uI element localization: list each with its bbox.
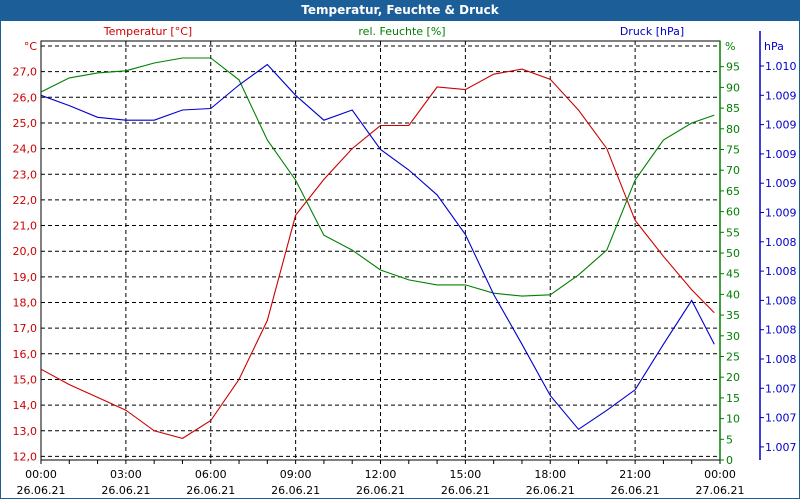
right-axis-tick-label: 70 [726,164,740,177]
x-tick-date-label: 26.06.21 [611,484,660,497]
right-axis-tick-label: 35 [726,309,740,322]
x-tick-time-label: 03:00 [110,468,142,481]
right-axis-tick-label: 20 [726,371,740,384]
pressure-axis-tick-label: 1.008 [765,353,797,366]
left-axis-tick-label: 25,0 [13,117,38,130]
left-axis-tick-label: 19,0 [13,271,38,284]
plot-area [40,40,721,461]
right-axis-tick-label: 75 [726,144,740,157]
left-axis-tick-label: 15,0 [13,373,38,386]
x-tick-time-label: 21:00 [619,468,651,481]
pressure-axis-tick-label: 1.008 [765,294,797,307]
right-axis-tick-label: 30 [726,330,740,343]
left-axis-tick-label: 21,0 [13,220,38,233]
humidity-line [40,57,715,297]
pressure-axis-tick-label: 1.009 [765,119,797,132]
right-axis-unit: % [725,40,735,53]
right-axis-tick-label: 60 [726,206,740,219]
right-axis-tick-label: 45 [726,268,740,281]
left-axis-tick-label: 24,0 [13,143,38,156]
x-tick-date-label: 26.06.21 [186,484,235,497]
right-axis-tick-label: 65 [726,185,740,198]
right-axis-tick-label: 40 [726,288,740,301]
x-tick-time-label: 06:00 [195,468,227,481]
right-axis-tick-label: 25 [726,351,740,364]
x-tick-date-label: 26.06.21 [356,484,405,497]
legend-pressure: Druck [hPa] [620,25,684,38]
right-axis-tick-label: 90 [726,81,740,94]
pressure-axis-tick-label: 1.010 [765,60,797,73]
x-tick-date-label: 26.06.21 [101,484,150,497]
right-axis-tick-label: 10 [726,413,740,426]
x-tick-time-label: 18:00 [534,468,566,481]
temperature-line [40,68,715,439]
pressure-axis-tick-label: 1.009 [765,177,797,190]
x-tick-time-label: 12:00 [365,468,397,481]
pressure-axis-unit: hPa [764,40,784,53]
left-axis-tick-label: 22,0 [13,194,38,207]
left-axis-tick-label: 20,0 [13,245,38,258]
left-axis-tick-label: 23,0 [13,168,38,181]
legend-temperature: Temperatur [°C] [103,25,192,38]
left-axis-tick-label: 12,0 [13,450,38,463]
x-tick-time-label: 09:00 [280,468,312,481]
pressure-axis-tick-label: 1.008 [765,324,797,337]
right-axis-tick-label: 95 [726,61,740,74]
right-axis-tick-label: 85 [726,102,740,115]
pressure-axis-tick-label: 1.007 [765,412,797,425]
right-axis-tick-label: 80 [726,123,740,136]
window-title: Temperatur, Feuchte & Druck [0,0,800,21]
legend-humidity: rel. Feuchte [%] [358,25,445,38]
left-axis-tick-label: 14,0 [13,399,38,412]
right-axis-tick-label: 0 [726,454,733,467]
left-axis-tick-label: 13,0 [13,425,38,438]
left-axis-unit: °C [24,40,38,53]
pressure-axis-tick-label: 1.008 [765,236,797,249]
left-axis-tick-label: 17,0 [13,322,38,335]
pressure-axis-tick-label: 1.007 [765,382,797,395]
right-axis-tick-label: 15 [726,392,740,405]
right-axis-tick-label: 5 [726,433,733,446]
x-tick-date-label: 26.06.21 [271,484,320,497]
left-axis-tick-label: 18,0 [13,297,38,310]
pressure-axis-tick-label: 1.007 [765,441,797,454]
pressure-line [40,63,715,431]
x-tick-date-label: 26.06.21 [526,484,575,497]
x-tick-time-label: 00:00 [25,468,57,481]
pressure-axis-tick-label: 1.008 [765,265,797,278]
pressure-axis-tick-label: 1.009 [765,148,797,161]
left-axis-tick-label: 26,0 [13,91,38,104]
x-tick-time-label: 15:00 [450,468,482,481]
x-tick-date-label: 27.06.21 [696,484,745,497]
pressure-axis-tick-label: 1.009 [765,89,797,102]
pressure-axis-tick-label: 1.009 [765,207,797,220]
left-axis-tick-label: 27,0 [13,66,38,79]
x-tick-time-label: 00:00 [704,468,736,481]
left-axis-tick-label: 16,0 [13,348,38,361]
x-tick-date-label: 26.06.21 [441,484,490,497]
right-axis-tick-label: 55 [726,226,740,239]
right-axis-tick-label: 50 [726,247,740,260]
x-tick-date-label: 26.06.21 [17,484,66,497]
